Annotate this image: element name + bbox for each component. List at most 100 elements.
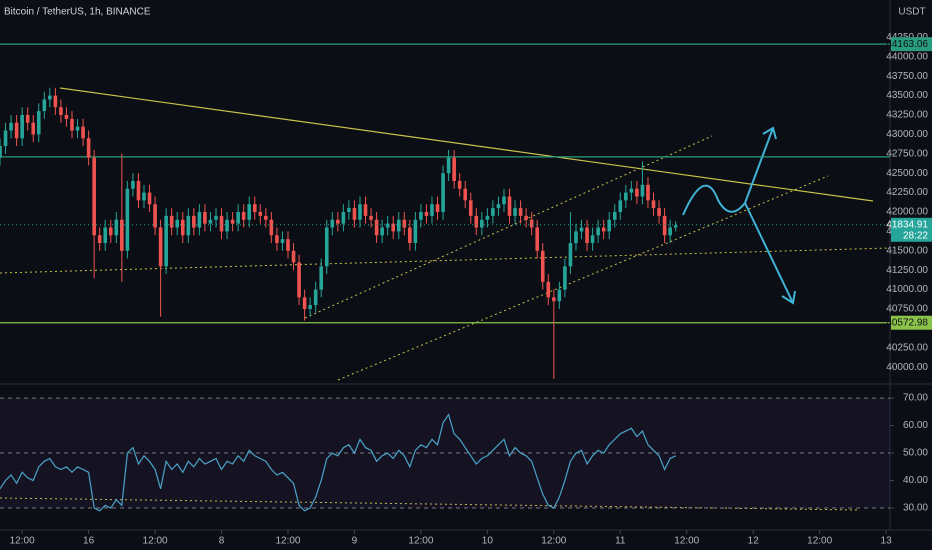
level-label: 44163.06: [886, 39, 928, 50]
candle-body: [186, 215, 191, 236]
candle-body: [640, 184, 645, 197]
candle-body: [635, 188, 639, 197]
candle-body: [546, 281, 551, 298]
x-tick-label: 12:00: [541, 536, 566, 547]
candle-body: [574, 231, 578, 244]
candle-body: [75, 126, 80, 131]
candle-body: [164, 215, 168, 267]
candle-body: [363, 204, 368, 216]
candle-body: [241, 211, 246, 220]
candle-body: [319, 266, 324, 290]
candle-body: [59, 107, 63, 115]
candle-body: [474, 215, 479, 228]
candle-body: [352, 208, 357, 220]
y-tick-label: 70.00: [903, 393, 928, 404]
x-tick-label: 12:00: [10, 536, 35, 547]
candle-body: [308, 305, 312, 309]
candle-body: [413, 219, 418, 244]
x-tick-label: 16: [83, 536, 95, 547]
candle-body: [313, 289, 318, 306]
candle-body: [286, 239, 290, 251]
candle-body: [374, 219, 379, 236]
y-tick-label: 42250.00: [886, 187, 928, 198]
candle-body: [125, 188, 130, 251]
candle-body: [64, 114, 69, 119]
y-tick-label: 42000.00: [886, 207, 928, 218]
candle-body: [618, 200, 623, 212]
x-tick-label: 12:00: [807, 536, 832, 547]
y-tick-label: 40000.00: [886, 362, 928, 373]
candle-body: [258, 211, 263, 216]
candle-body: [336, 219, 340, 224]
y-tick-label: 41500.00: [886, 245, 928, 256]
candle-body: [136, 180, 141, 201]
candle-body: [14, 122, 19, 139]
candle-body: [369, 215, 373, 220]
candle-body: [169, 215, 174, 228]
candle-body: [535, 227, 540, 251]
candle-body: [330, 219, 335, 228]
candle-body: [108, 227, 113, 236]
level-label-box: [891, 37, 932, 52]
candle-body: [513, 208, 517, 216]
x-tick-label: 12:00: [275, 536, 300, 547]
candle-body: [651, 200, 656, 209]
y-tick-label: 43500.00: [886, 90, 928, 101]
candle-body: [596, 227, 600, 236]
last-price-label: 41834.91: [886, 219, 928, 230]
x-tick-label: 11: [615, 536, 626, 547]
x-tick-label: 10: [482, 536, 494, 547]
projection-curve: [682, 184, 746, 216]
candle-body: [142, 192, 146, 201]
channel-line: [304, 135, 713, 319]
candle-body: [540, 250, 545, 282]
candle-body: [158, 227, 163, 267]
candle-body: [607, 219, 612, 232]
candle-body: [347, 208, 351, 212]
candle-body: [601, 227, 606, 232]
candle-body: [507, 196, 512, 216]
candle-body: [114, 219, 119, 236]
candle-body: [86, 138, 91, 158]
candle-body: [297, 262, 301, 298]
candle-body: [236, 211, 240, 224]
candle-body: [42, 99, 47, 112]
level-label-box: [891, 315, 932, 330]
candle-body: [20, 114, 24, 139]
candle-body: [302, 297, 307, 309]
candle-body: [269, 219, 274, 236]
rsi-trend-line: [0, 497, 861, 511]
y-tick-label: 43000.00: [886, 129, 928, 140]
candle-body: [396, 219, 401, 232]
candle-body: [552, 297, 556, 302]
candle-body: [9, 122, 13, 131]
y-tick-label: 40250.00: [886, 342, 928, 353]
x-tick-label: 12:00: [408, 536, 433, 547]
x-tick-label: 12:00: [143, 536, 168, 547]
candle-body: [275, 235, 279, 244]
candle-body: [590, 235, 595, 244]
candle-body: [585, 227, 589, 244]
candle-body: [468, 200, 473, 216]
candle-body: [463, 188, 468, 201]
x-tick-label: 12: [748, 536, 760, 547]
candle-body: [358, 204, 362, 220]
candle-body: [103, 227, 108, 244]
y-tick-label: 41250.00: [886, 265, 928, 276]
candle-body: [214, 215, 218, 220]
candle-body: [529, 219, 534, 228]
x-tick-label: 9: [352, 536, 358, 547]
candle-body: [252, 204, 257, 212]
candle-body: [579, 227, 584, 232]
candle-body: [385, 223, 390, 228]
y-tick-label: 40.00: [903, 475, 928, 486]
candle-body: [120, 219, 124, 251]
candle-body: [92, 157, 96, 236]
candle-body: [568, 243, 573, 267]
candle-body: [36, 111, 41, 135]
candle-body: [230, 219, 235, 224]
candle-body: [48, 95, 52, 100]
trend-line-dotted: [0, 247, 891, 274]
